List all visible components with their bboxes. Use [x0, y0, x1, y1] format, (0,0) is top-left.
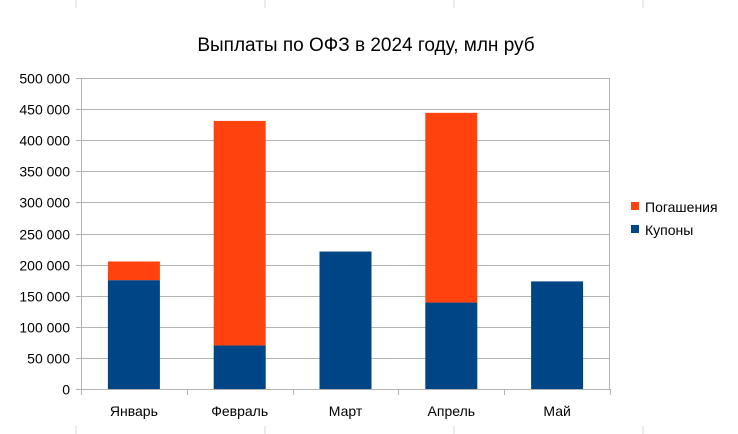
bar-coupon-1[interactable] [107, 280, 160, 389]
y-tick-label: 400 000 [19, 133, 70, 149]
y-tick-label: 50 000 [27, 351, 70, 367]
bar-redemption-2[interactable] [213, 120, 266, 346]
x-tick-label: Март [329, 403, 363, 419]
legend-swatch-redemption [631, 202, 639, 210]
bar-coupon-4[interactable] [425, 302, 478, 389]
y-tick-label: 300 000 [19, 195, 70, 211]
y-tick-label: 350 000 [19, 164, 70, 180]
y-tick-label: 0 [62, 382, 70, 398]
x-tick-label: Апрель [428, 403, 476, 419]
chart-title: Выплаты по ОФЗ в 2024 году, млн руб [197, 35, 534, 56]
chart-bars [107, 112, 584, 389]
x-tick-label: Январь [110, 403, 158, 419]
x-tick-label: Май [543, 403, 570, 419]
y-tick-label: 450 000 [19, 102, 70, 118]
bar-coupon-5[interactable] [531, 281, 584, 389]
legend-label-coupon: Купоны [645, 222, 693, 238]
y-tick-label: 500 000 [19, 71, 70, 87]
y-tick-label: 200 000 [19, 258, 70, 274]
bar-coupon-2[interactable] [213, 345, 266, 389]
bar-redemption-1[interactable] [107, 261, 160, 281]
y-tick-label: 150 000 [19, 289, 70, 305]
chart-legend: Погашения Купоны [631, 199, 718, 238]
bar-redemption-4[interactable] [425, 112, 478, 303]
chart-axes: 0 50 000 100 000 150 000 200 000 250 000 300 0… [19, 71, 611, 419]
y-tick-label: 100 000 [19, 320, 70, 336]
bar-coupon-3[interactable] [319, 251, 372, 389]
legend-label-redemption: Погашения [645, 199, 718, 215]
y-tick-label: 250 000 [19, 227, 70, 243]
x-tick-label: Февраль [211, 403, 268, 419]
legend-swatch-coupon [631, 225, 639, 233]
